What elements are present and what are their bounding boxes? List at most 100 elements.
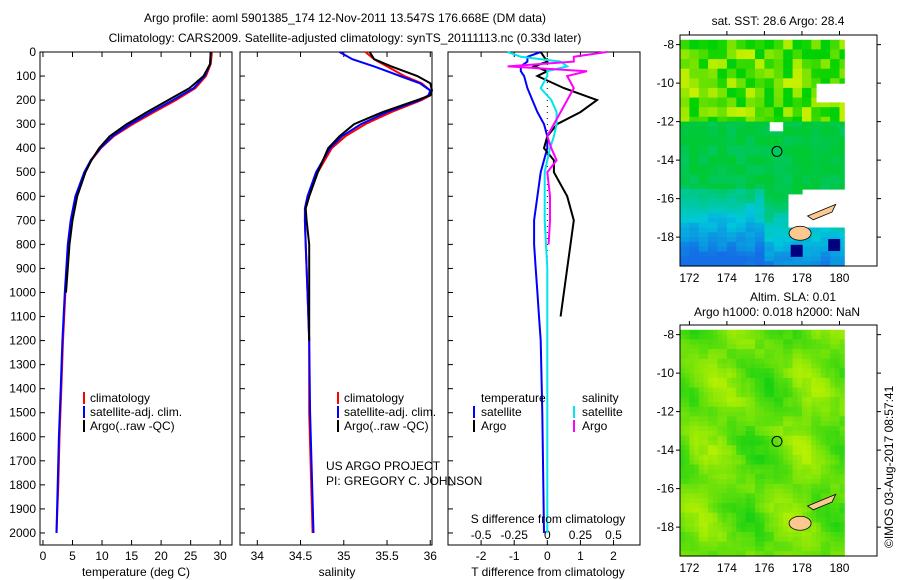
map-cell bbox=[717, 440, 723, 446]
map-cell bbox=[741, 92, 747, 99]
map-cell bbox=[764, 363, 770, 369]
map-cell bbox=[708, 406, 714, 413]
map-cell bbox=[825, 126, 831, 132]
map-cell bbox=[802, 411, 808, 417]
map-cell bbox=[712, 402, 719, 408]
map-cell bbox=[773, 140, 780, 147]
map-cell bbox=[825, 469, 831, 475]
map-cell bbox=[830, 227, 836, 233]
map-cell bbox=[703, 256, 709, 262]
map-cell bbox=[764, 329, 770, 336]
map-cell bbox=[722, 83, 728, 89]
map-cell bbox=[764, 227, 770, 233]
map-cell bbox=[834, 145, 841, 152]
map-cell bbox=[778, 498, 784, 504]
map-cell bbox=[806, 430, 812, 437]
map-cell bbox=[806, 426, 812, 432]
map-cell bbox=[839, 179, 845, 185]
map-cell bbox=[694, 488, 700, 494]
map-cell bbox=[811, 402, 817, 408]
map-cell bbox=[820, 174, 826, 180]
map-cell bbox=[689, 232, 695, 238]
map-cell bbox=[816, 169, 822, 176]
map-cell bbox=[825, 246, 831, 253]
map-cell bbox=[783, 416, 789, 422]
credit-pi: PI: GREGORY C. JOHNSON bbox=[326, 474, 482, 488]
map-cell bbox=[759, 213, 765, 219]
map-cell bbox=[825, 237, 831, 243]
map-cell bbox=[694, 464, 700, 470]
lon-tick-label: 174 bbox=[717, 271, 737, 285]
map-cell bbox=[797, 140, 803, 147]
map-cell bbox=[698, 387, 705, 393]
map-cell bbox=[755, 387, 761, 393]
map-cell bbox=[825, 68, 831, 75]
map-cell bbox=[736, 112, 742, 118]
map-cell bbox=[769, 416, 775, 422]
map-cell bbox=[778, 107, 784, 113]
map-cell bbox=[820, 397, 826, 403]
map-cell bbox=[825, 531, 831, 538]
map-cell bbox=[731, 503, 737, 509]
map-cell bbox=[703, 483, 709, 490]
map-cell bbox=[825, 373, 831, 379]
map-cell bbox=[773, 503, 780, 509]
map-cell bbox=[717, 507, 723, 514]
map-cell bbox=[755, 474, 761, 480]
map-cell bbox=[825, 140, 831, 147]
map-cell bbox=[684, 121, 690, 127]
map-cell bbox=[792, 136, 798, 142]
map-cell bbox=[698, 68, 705, 75]
map-cell bbox=[694, 136, 700, 142]
map-cell bbox=[792, 493, 798, 499]
map-cell bbox=[811, 397, 817, 403]
map-cell bbox=[816, 150, 822, 156]
map-cell bbox=[769, 411, 775, 417]
map-cell bbox=[755, 73, 761, 79]
map-cell bbox=[712, 517, 719, 523]
map-cell bbox=[811, 517, 817, 523]
map-cell bbox=[750, 459, 756, 466]
map-cell bbox=[703, 377, 709, 384]
map-cell bbox=[684, 227, 690, 233]
map-cell bbox=[802, 546, 808, 552]
salinity-xlabel: salinity bbox=[319, 565, 356, 579]
map-cell bbox=[708, 411, 714, 417]
map-cell bbox=[717, 54, 723, 60]
map-cell bbox=[689, 44, 695, 50]
map-cell bbox=[773, 116, 780, 123]
map-cell bbox=[783, 261, 789, 267]
depth-tick-label: 300 bbox=[16, 117, 36, 131]
map-cell bbox=[717, 493, 723, 499]
map-cell bbox=[722, 479, 728, 485]
map-cell bbox=[806, 155, 812, 161]
map-cell bbox=[731, 213, 737, 219]
map-cell bbox=[750, 358, 756, 365]
map-cell bbox=[825, 459, 831, 466]
map-cell bbox=[717, 363, 723, 369]
map-cell bbox=[811, 493, 817, 499]
map-cell bbox=[806, 44, 812, 50]
map-cell bbox=[731, 387, 737, 393]
map-cell bbox=[736, 116, 742, 123]
map-cell bbox=[708, 377, 714, 384]
map-cell bbox=[806, 145, 812, 152]
map-cell bbox=[684, 87, 690, 94]
map-cell bbox=[820, 160, 826, 166]
map-cell bbox=[694, 203, 700, 209]
map-cell bbox=[825, 131, 831, 137]
map-cell bbox=[773, 44, 780, 50]
map-cell bbox=[726, 227, 733, 233]
map-cell bbox=[689, 246, 695, 253]
map-cell bbox=[689, 203, 695, 209]
map-cell bbox=[806, 78, 812, 84]
map-cell bbox=[787, 493, 794, 499]
map-cell bbox=[820, 469, 826, 475]
map-cell bbox=[731, 44, 737, 50]
x-tick-label: 0 bbox=[544, 549, 551, 563]
map-cell bbox=[797, 39, 803, 46]
map-cell bbox=[694, 450, 700, 456]
map-cell bbox=[731, 164, 737, 171]
map-cell bbox=[750, 174, 756, 180]
map-cell bbox=[820, 68, 826, 75]
